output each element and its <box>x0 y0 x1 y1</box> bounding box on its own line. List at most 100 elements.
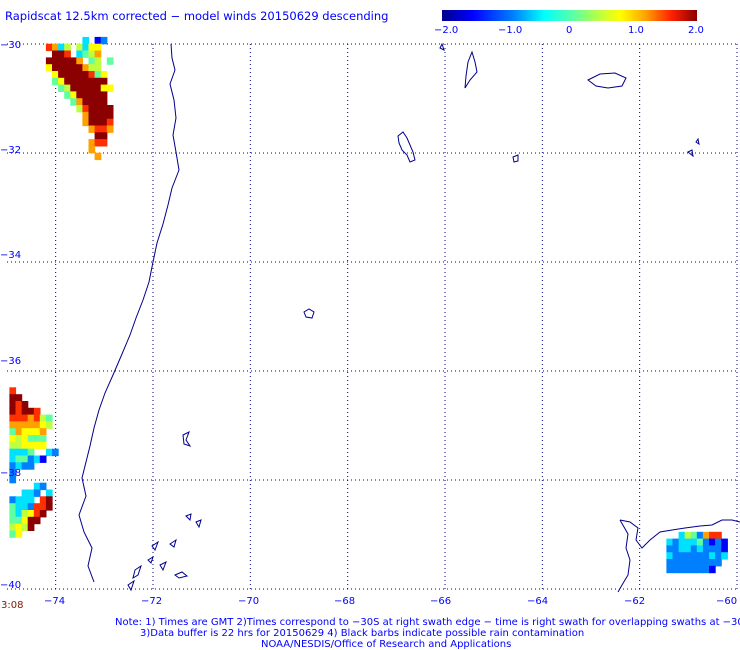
lon-label-64: −64 <box>527 596 548 607</box>
wind-cell <box>702 552 710 560</box>
wind-cell <box>709 545 716 553</box>
wind-cell <box>33 503 41 511</box>
wind-cell <box>666 565 674 574</box>
lat-label-36: −36 <box>0 356 21 367</box>
wind-cell <box>94 132 102 140</box>
swath-time-label: 3:08 <box>1 600 23 611</box>
wind-cell <box>21 455 29 463</box>
colorbar-label-min: −2.0 <box>434 25 458 36</box>
wind-cell <box>27 516 35 525</box>
wind-cell <box>94 125 102 133</box>
wind-cell <box>21 414 29 422</box>
wind-cell <box>82 71 90 79</box>
wind-cell <box>690 565 698 574</box>
wind-cell <box>39 496 47 504</box>
wind-cell <box>82 105 90 113</box>
lon-label-60: −60 <box>716 596 737 607</box>
wind-cell <box>21 428 29 436</box>
wind-cell <box>9 401 17 409</box>
wind-cell <box>33 516 41 525</box>
wind-cell <box>39 503 47 511</box>
wind-cell <box>27 523 35 531</box>
wind-cell <box>94 77 102 86</box>
wind-cell <box>70 84 77 92</box>
wind-cell <box>715 552 722 560</box>
wind-cell <box>15 496 23 504</box>
wind-cell <box>21 448 29 457</box>
wind-cell <box>100 77 108 86</box>
wind-cell <box>88 125 96 133</box>
wind-cell <box>94 91 102 99</box>
wind-cell <box>709 538 716 546</box>
wind-cell <box>76 91 83 99</box>
wind-cell <box>94 118 102 127</box>
wind-cell <box>100 98 108 106</box>
wind-cell <box>666 538 674 546</box>
lon-label-72: −72 <box>141 596 162 607</box>
wind-cell <box>678 559 686 567</box>
wind-cell <box>21 516 29 525</box>
wind-cell <box>678 552 686 560</box>
wind-cell <box>15 407 23 416</box>
wind-cell <box>27 489 35 497</box>
wind-cell <box>58 43 65 52</box>
wind-cell <box>52 50 59 58</box>
wind-cell <box>88 98 96 106</box>
lon-label-70: −70 <box>238 596 259 607</box>
wind-cell <box>88 84 96 92</box>
wind-cell <box>88 71 96 79</box>
wind-cell <box>696 538 704 546</box>
wind-cell <box>94 57 102 65</box>
wind-cell <box>672 545 680 553</box>
wind-cell <box>21 441 29 450</box>
wind-cell <box>52 43 59 52</box>
wind-cell <box>715 531 722 540</box>
wind-cell <box>64 64 71 72</box>
lon-label-68: −68 <box>334 596 355 607</box>
wind-cell <box>52 64 59 72</box>
wind-cell <box>678 565 686 574</box>
wind-cell <box>33 510 41 518</box>
wind-cell <box>82 84 90 92</box>
wind-cell <box>52 448 59 457</box>
wind-cell <box>64 91 71 99</box>
wind-cell <box>82 98 90 106</box>
wind-cell <box>690 531 698 540</box>
wind-cell <box>76 77 83 86</box>
wind-cell <box>100 132 108 140</box>
wind-cell <box>15 516 23 525</box>
wind-cell <box>672 538 680 546</box>
wind-cell <box>702 565 710 574</box>
wind-cell <box>88 118 96 127</box>
wind-cell <box>15 510 23 518</box>
wind-cell <box>15 414 23 422</box>
wind-cell <box>70 98 77 106</box>
argentina-coastline <box>619 519 740 549</box>
wind-cell <box>82 91 90 99</box>
wind-cell <box>15 401 23 409</box>
wind-cell <box>100 125 108 133</box>
island-c <box>587 72 627 89</box>
wind-cell <box>690 538 698 546</box>
wind-cell <box>94 43 102 52</box>
wind-cell <box>702 545 710 553</box>
wind-cell <box>27 414 35 422</box>
lat-label-40: −40 <box>0 580 21 591</box>
wind-cell <box>88 111 96 120</box>
wind-cell <box>39 482 47 491</box>
wind-cell <box>27 448 35 457</box>
wind-cell <box>82 111 90 120</box>
wind-cell <box>45 43 53 52</box>
wind-cell <box>106 84 114 92</box>
wind-cell <box>58 50 65 58</box>
wind-cell <box>27 455 35 463</box>
wind-cell <box>15 462 23 470</box>
wind-cell <box>45 503 53 511</box>
lat-label-38: −38 <box>0 468 21 479</box>
wind-cell <box>70 64 77 72</box>
wind-cell <box>39 510 47 518</box>
wind-cell <box>709 531 716 540</box>
wind-cell <box>39 414 47 422</box>
wind-cell <box>684 538 692 546</box>
